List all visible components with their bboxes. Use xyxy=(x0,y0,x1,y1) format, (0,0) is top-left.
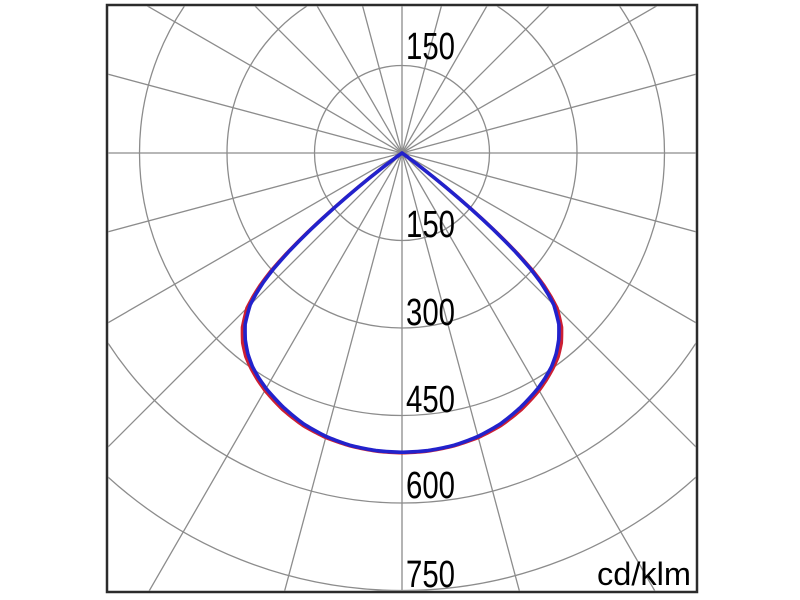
grid-radial-line-120 xyxy=(401,6,658,154)
grid-radial-line-240 xyxy=(146,6,403,154)
grid-radial-line-210 xyxy=(316,6,403,154)
ring-label-450: 450 xyxy=(406,379,455,421)
ring-label-300: 300 xyxy=(406,292,455,334)
grid-radial-line-345 xyxy=(284,152,403,591)
grid-radial-line-285 xyxy=(108,152,403,233)
grid-radial-line-225 xyxy=(254,6,403,154)
grid-radial-line-315 xyxy=(108,152,403,448)
ring-labels: 150 150 300 450 600 750 cd/klm xyxy=(406,26,691,596)
grid-radial-line-255 xyxy=(108,73,403,154)
grid-radial-line-60 xyxy=(401,152,696,324)
ring-label-600: 600 xyxy=(406,465,455,507)
grid-radial-line-105 xyxy=(401,73,696,154)
grid-radial-line-195 xyxy=(362,6,403,154)
blue-curve-path xyxy=(243,151,561,455)
grid-radial-line-150 xyxy=(401,6,488,154)
grid-radial-line-135 xyxy=(401,6,550,154)
grid-radial-line-300 xyxy=(108,152,403,324)
grid-radial-line-75 xyxy=(401,152,696,233)
grid-radial-line-165 xyxy=(401,6,442,154)
unit-label: cd/klm xyxy=(597,556,691,592)
ring-label-150-top: 150 xyxy=(406,26,455,68)
intensity-curves xyxy=(240,151,564,455)
ring-label-750: 750 xyxy=(406,554,455,596)
grid-radial-line-30 xyxy=(401,152,656,591)
grid-radial-line-330 xyxy=(148,152,403,591)
grid-radial-line-45 xyxy=(401,152,696,448)
ring-label-150: 150 xyxy=(406,204,455,246)
grid-radial-line-15 xyxy=(401,152,520,591)
plot-border xyxy=(105,3,699,594)
